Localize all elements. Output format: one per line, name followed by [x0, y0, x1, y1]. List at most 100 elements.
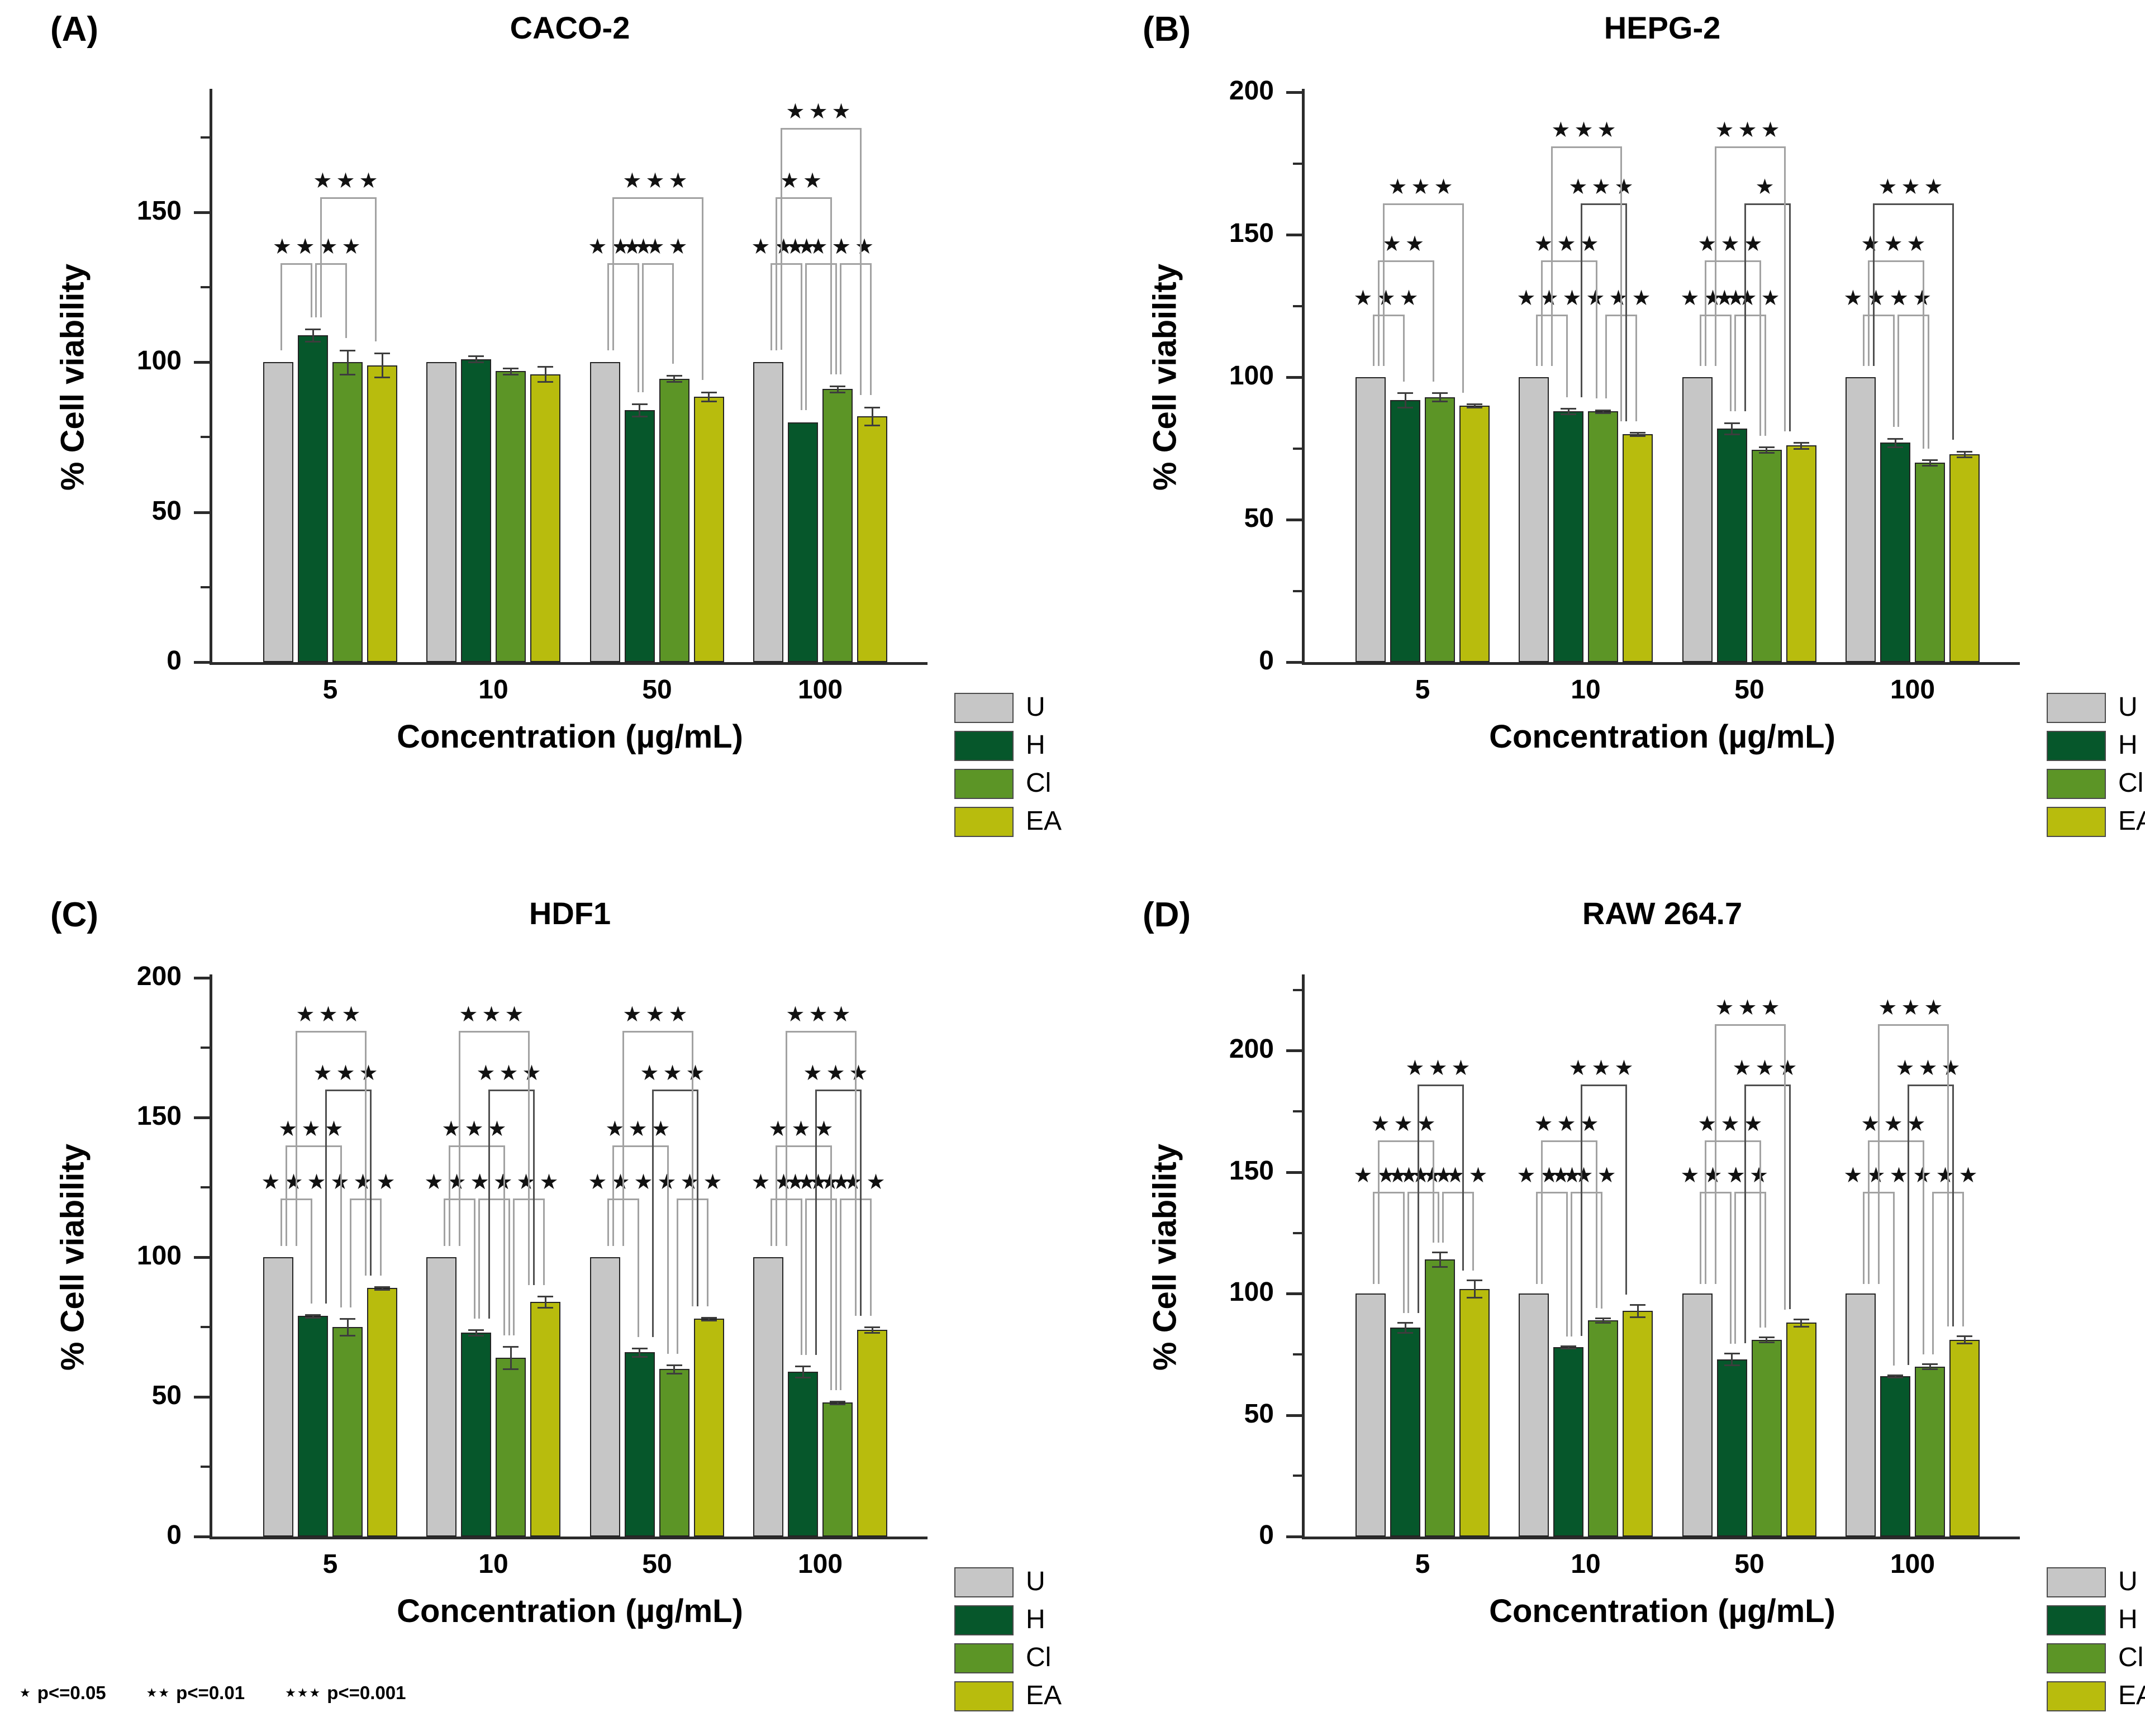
sig-stars: ★★★ [1732, 1055, 1801, 1080]
x-tick-label: 100 [797, 1549, 843, 1579]
sig-stars: ★★ [1382, 231, 1429, 256]
sig-stars: ★★★ [1568, 1055, 1638, 1080]
error-bar-cap [538, 1296, 553, 1297]
sig-stars: ★★★ [1534, 231, 1603, 256]
error-bar-cap [1630, 432, 1645, 434]
bar-U-10 [426, 362, 456, 662]
sig-bracket [1705, 260, 1761, 262]
error-bar [545, 1296, 546, 1307]
error-bar [382, 1287, 383, 1290]
error-bar-cap [795, 1377, 811, 1378]
sig-stars: ★★★ [313, 168, 382, 193]
legend-label-H: H [2118, 1605, 2138, 1634]
sig-bracket-arm [459, 1031, 460, 1246]
error-bar [312, 329, 314, 341]
sig-stars: ★★★ [1353, 286, 1423, 310]
error-bar [1964, 1336, 1966, 1343]
sig-bracket [1418, 1085, 1464, 1086]
error-bar-cap [1794, 1319, 1809, 1320]
y-minor-tick [1293, 1353, 1302, 1355]
error-bar-cap [1957, 451, 1972, 453]
error-bar [1405, 393, 1406, 407]
sig-bracket-arm [805, 1198, 807, 1355]
sig-bracket-arm [444, 1198, 445, 1246]
y-minor-tick [201, 1047, 210, 1049]
y-tick-label: 50 [1244, 503, 1274, 533]
error-bar-cap [305, 329, 321, 330]
bar-U-5 [263, 1257, 293, 1537]
sig-stars: ★★★ [803, 1060, 872, 1085]
y-minor-tick [1293, 1475, 1302, 1477]
y-tick [194, 211, 210, 214]
error-bar-cap [1759, 1337, 1775, 1338]
error-bar-cap [1794, 1326, 1809, 1328]
error-bar [1602, 410, 1604, 413]
bar-EA-100 [857, 1330, 887, 1537]
sig-bracket-arm [1433, 1140, 1434, 1243]
error-bar-cap [374, 377, 390, 378]
sig-bracket-arm [286, 1145, 287, 1246]
sig-stars: ★★★ [588, 234, 657, 259]
x-axis-label: Concentration (µg/mL) [397, 1593, 743, 1629]
sig-bracket [1715, 146, 1786, 148]
y-tick [194, 1396, 210, 1399]
sig-bracket [296, 1031, 367, 1033]
error-bar [639, 404, 640, 416]
legend-label-H: H [2118, 730, 2138, 760]
error-bar-cap [1759, 446, 1775, 448]
y-tick [1286, 1292, 1302, 1295]
sig-bracket-arm [707, 1198, 708, 1306]
error-bar-cap [667, 375, 682, 377]
bar-EA-5 [367, 365, 397, 662]
y-tick [1286, 234, 1302, 236]
footnote-item: ★ p<=0.05 [20, 1682, 106, 1704]
error-bar-cap [503, 374, 519, 375]
bar-H-5 [1390, 400, 1420, 662]
y-tick-label: 150 [1229, 1156, 1274, 1186]
sig-stars: ★★★ [1405, 1055, 1475, 1080]
sig-bracket-arm [1908, 1085, 1909, 1365]
bar-H-10 [461, 359, 491, 662]
sig-bracket [1908, 1085, 1954, 1086]
sig-bracket [1744, 1085, 1791, 1086]
error-bar-cap [1630, 435, 1645, 437]
error-bar-cap [503, 1346, 519, 1348]
sig-stars: ★★★ [313, 1060, 382, 1085]
bar-EA-5 [367, 1288, 397, 1537]
sig-bracket-arm [1566, 315, 1568, 397]
sig-bracket-arm [1878, 1024, 1880, 1284]
legend-label-Cl: Cl [2118, 768, 2144, 798]
sig-bracket-arm [1418, 1085, 1419, 1313]
sig-stars: ★★ [1889, 286, 1936, 310]
y-minor-tick [201, 436, 210, 438]
error-bar-cap [503, 1368, 519, 1370]
sig-stars: ★★★ [212, 1169, 379, 1194]
sig-bracket [1581, 1085, 1627, 1086]
sig-bracket-arm [1462, 203, 1464, 393]
bar-Cl-100 [822, 389, 853, 662]
error-bar [1405, 1323, 1406, 1332]
error-bar-cap [632, 403, 648, 405]
sig-bracket [1407, 1192, 1439, 1193]
error-bar-cap [864, 1326, 880, 1328]
legend-label-H: H [1026, 730, 1045, 760]
sig-stars: ★★★ [1353, 1163, 1423, 1187]
error-bar-cap [468, 355, 484, 357]
y-tick-label: 200 [136, 962, 182, 991]
sig-bracket-arm [315, 263, 317, 317]
bar-H-5 [298, 335, 328, 662]
bar-Cl-5 [1425, 1259, 1455, 1537]
y-tick-label: 0 [167, 646, 182, 676]
footnote-item: ★★★ p<=0.001 [285, 1682, 406, 1704]
sig-bracket-arm [607, 1198, 609, 1246]
error-bar-cap [701, 1320, 717, 1321]
sig-bracket [652, 1090, 698, 1091]
sig-bracket-arm [638, 1198, 639, 1337]
sig-stars: ★★★ [622, 168, 692, 193]
error-bar [510, 1347, 512, 1369]
sig-bracket-arm [1784, 1024, 1786, 1310]
sig-bracket-arm [1947, 1024, 1949, 1326]
error-bar [639, 1348, 640, 1357]
